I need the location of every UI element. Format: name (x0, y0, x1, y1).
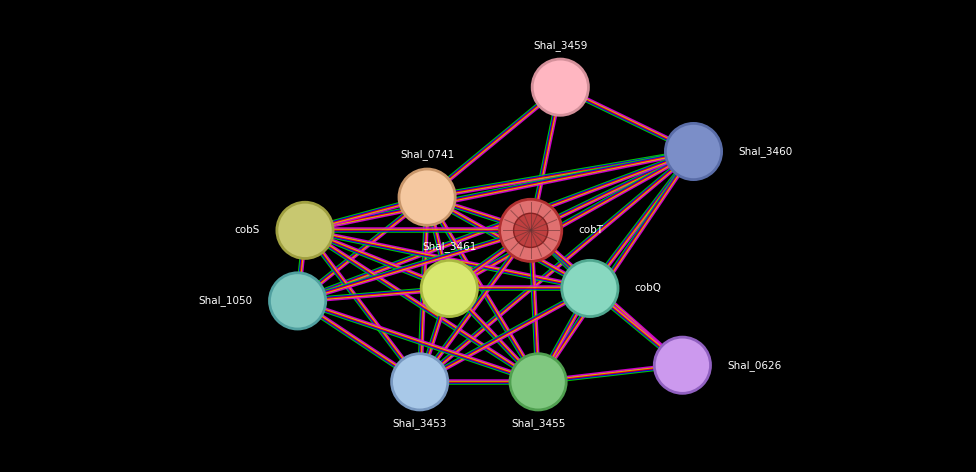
Text: Shal_1050: Shal_1050 (198, 295, 253, 306)
Text: Shal_3459: Shal_3459 (533, 40, 588, 51)
Circle shape (399, 169, 455, 225)
Text: Shal_3453: Shal_3453 (392, 419, 447, 430)
Circle shape (269, 273, 326, 329)
Text: Shal_3460: Shal_3460 (739, 146, 793, 157)
Text: Shal_0626: Shal_0626 (727, 360, 782, 371)
Text: Shal_3461: Shal_3461 (422, 241, 476, 252)
Circle shape (513, 213, 548, 247)
Text: Shal_0741: Shal_0741 (400, 150, 454, 160)
Circle shape (532, 59, 589, 115)
Circle shape (391, 354, 448, 410)
Text: cobQ: cobQ (634, 284, 662, 294)
Text: cobS: cobS (234, 225, 260, 236)
Circle shape (500, 199, 562, 261)
Circle shape (277, 202, 333, 259)
Circle shape (510, 354, 566, 410)
Circle shape (562, 261, 618, 317)
Text: cobT: cobT (579, 225, 603, 236)
Circle shape (422, 261, 477, 317)
Circle shape (654, 337, 711, 393)
Circle shape (666, 123, 721, 180)
Text: Shal_3455: Shal_3455 (510, 419, 565, 430)
